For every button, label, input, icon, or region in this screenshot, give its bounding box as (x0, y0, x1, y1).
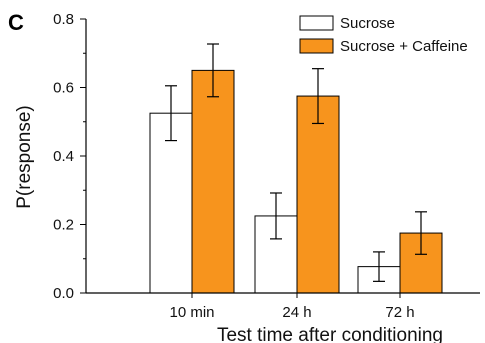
x-axis-title: Test time after conditioning (217, 325, 443, 343)
bar-sucrose-caffeine-2 (399, 232, 443, 294)
legend-swatch-sucrose-caffeine (299, 38, 334, 54)
y-axis-title: P(response) (14, 105, 35, 209)
y-tick-label: 0.0 (53, 285, 74, 302)
error-bar-0-0 (165, 85, 177, 142)
x-tick-label: 10 min (169, 304, 214, 321)
x-tick-label: 24 h (282, 304, 311, 321)
error-bar-0-2 (373, 251, 385, 282)
y-tick-label: 0.6 (53, 80, 74, 97)
bar-sucrose-caffeine-0 (191, 69, 235, 294)
bars-group (149, 69, 443, 294)
error-bar-0-1 (270, 192, 282, 240)
panel-label: C (8, 10, 24, 35)
error-bar-1-0 (207, 43, 219, 98)
legend-label-sucrose: Sucrose (340, 15, 395, 32)
bar-sucrose-0 (149, 112, 193, 294)
legend-label-sucrose-caffeine: Sucrose + Caffeine (340, 38, 468, 55)
error-bar-1-2 (415, 211, 427, 255)
y-tick-label: 0.4 (53, 148, 74, 165)
legend-swatch-sucrose (299, 15, 334, 31)
error-bars-group (165, 43, 427, 282)
bar-sucrose-caffeine-1 (296, 95, 340, 294)
legend: Sucrose Sucrose + Caffeine (299, 15, 468, 55)
x-tick-label: 72 h (385, 304, 414, 321)
y-tick-label: 0.2 (53, 217, 74, 234)
x-axis: 10 min 24 h 72 h (86, 292, 480, 321)
y-axis: 0.0 0.2 0.4 0.6 0.8 (53, 11, 87, 302)
error-bar-1-1 (312, 68, 324, 125)
y-tick-label: 0.8 (53, 11, 74, 28)
